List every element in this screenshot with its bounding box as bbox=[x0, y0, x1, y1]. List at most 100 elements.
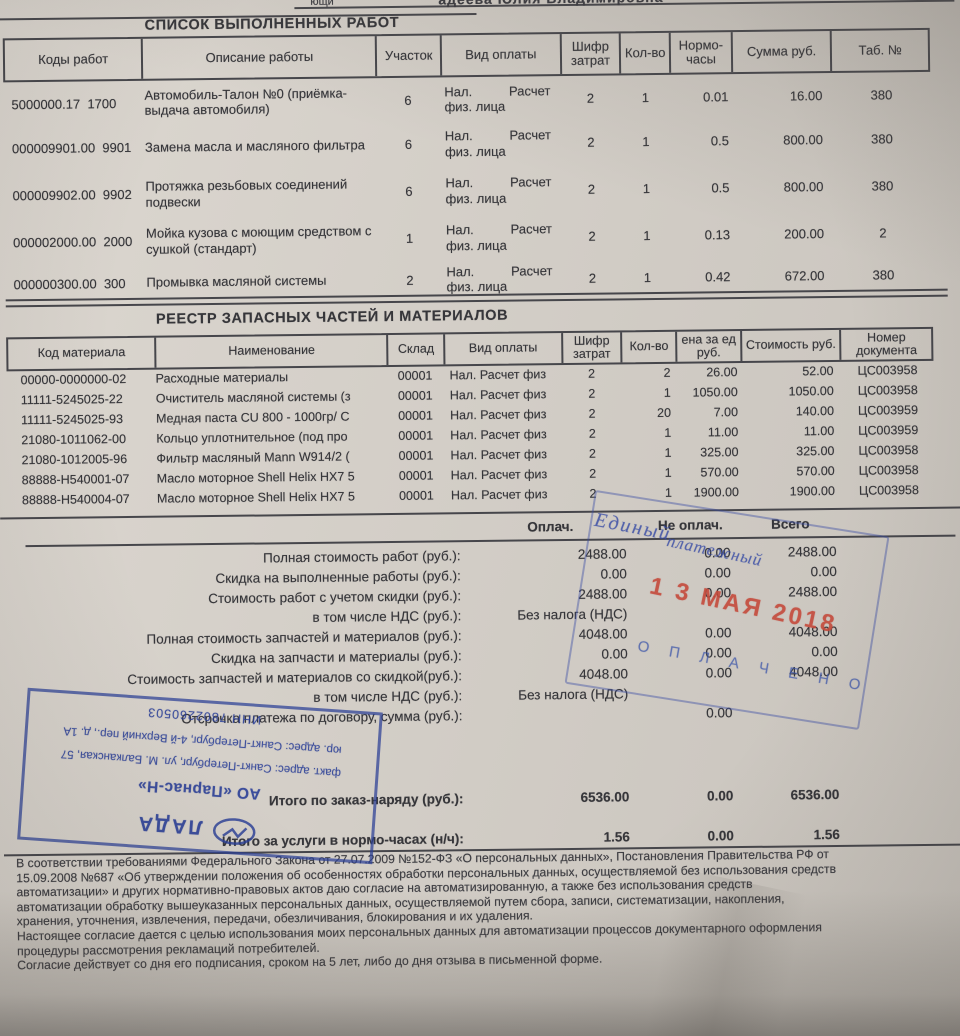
total-all-cell bbox=[742, 711, 842, 712]
totals-col-paid: Оплач. bbox=[527, 518, 574, 535]
total-label-cell: Полная стоимость работ (руб.): bbox=[263, 547, 461, 565]
work-costcode-cell: 2 bbox=[587, 181, 596, 197]
part-qty-cell: 1 bbox=[664, 445, 672, 460]
work-pay-cell: Нал. Расчет физ. лица bbox=[444, 82, 551, 115]
part-pay-cell: Нал. Расчет физ bbox=[450, 447, 548, 463]
part-price-cell: 325.00 bbox=[700, 445, 739, 460]
parts-section-title: РЕЕСТР ЗАПАСНЫХ ЧАСТЕЙ И МАТЕРИАЛОВ bbox=[155, 307, 509, 328]
total-label-cell: Стоимость запчастей и материалов со скид… bbox=[127, 667, 463, 687]
work-hours-cell: 0.13 bbox=[704, 227, 731, 243]
totals-rows: Полная стоимость работ (руб.): 2488.00 0.0… bbox=[1, 540, 960, 731]
col-header: Стоимость руб. bbox=[739, 329, 840, 362]
part-qty-cell: 1 bbox=[664, 465, 672, 480]
part-stock-cell: 00001 bbox=[398, 448, 434, 463]
work-sum-cell: 200.00 bbox=[784, 226, 825, 242]
part-code-cell: 21080-1011062-00 bbox=[21, 432, 127, 448]
part-pay-cell: Нал. Расчет физ bbox=[450, 487, 548, 503]
work-sum-cell: 672.00 bbox=[784, 267, 825, 284]
work-qty-cell: 1 bbox=[643, 269, 652, 285]
work-hours-cell: 0.5 bbox=[710, 133, 730, 149]
part-sum-cell: 52.00 bbox=[802, 363, 834, 379]
part-name-cell: Медная паста CU 800 - 1000гр/ С bbox=[155, 409, 350, 426]
total-paid-cell: Без налога (НДС) bbox=[517, 605, 628, 623]
work-qty-cell: 1 bbox=[643, 228, 651, 244]
col-header: Коды работ bbox=[38, 51, 109, 67]
col-header: Шифр затрат bbox=[559, 33, 620, 75]
work-hours-cell: 0.5 bbox=[711, 180, 730, 196]
part-price-cell: 7.00 bbox=[713, 405, 739, 420]
total-all-cell bbox=[742, 691, 842, 692]
work-area-cell: 2 bbox=[406, 272, 414, 288]
part-doc-cell: ЦС003958 bbox=[857, 363, 918, 378]
total-all-cell bbox=[741, 611, 841, 612]
total-all-cell: 4048.00 bbox=[789, 663, 839, 680]
part-code-cell: 88888-H540001-07 bbox=[21, 471, 130, 488]
work-area-cell: 6 bbox=[404, 136, 413, 152]
part-sum-cell: 1050.00 bbox=[788, 383, 834, 399]
work-hours-cell: 0.01 bbox=[703, 88, 729, 104]
work-costcode-cell: 2 bbox=[588, 228, 596, 244]
part-sum-cell: 140.00 bbox=[795, 403, 835, 419]
part-doc-cell: ЦС003958 bbox=[858, 443, 919, 458]
part-price-cell: 570.00 bbox=[700, 465, 739, 480]
work-desc-cell: Промывка масляной системы bbox=[146, 272, 327, 291]
part-sum-cell: 570.00 bbox=[796, 463, 835, 479]
parts-table-body: 00000-0000000-02 Расходные материалы 00001… bbox=[6, 360, 935, 511]
total-unpaid-cell: 0.00 bbox=[705, 644, 732, 660]
part-doc-cell: ЦС003959 bbox=[857, 403, 919, 418]
part-stock-cell: 00001 bbox=[397, 388, 433, 403]
top-cut-text-fragment: ющи bbox=[310, 0, 334, 8]
work-desc-cell: Протяжка резьбовых соединений подвески bbox=[145, 176, 348, 210]
part-costcode-cell: 2 bbox=[588, 426, 596, 441]
total-paid-cell: 6536.00 bbox=[580, 788, 630, 805]
customer-name-fragment: адеева Юлия Владимировна bbox=[438, 0, 908, 7]
total-all-cell: 4048.00 bbox=[788, 623, 838, 640]
col-header: Вид оплаты bbox=[443, 333, 562, 365]
work-pay-cell: Нал. Расчет физ. лица bbox=[445, 221, 553, 253]
total-label-cell: Стоимость работ с учетом скидки (руб.): bbox=[208, 587, 462, 606]
col-header: Таб. № bbox=[830, 29, 929, 71]
part-name-cell: Фильтр масляный Mann W914/2 ( bbox=[156, 449, 350, 466]
col-header: ена за ед руб. bbox=[675, 331, 741, 362]
total-paid-cell: 2488.00 bbox=[578, 585, 628, 602]
work-desc-cell: Автомобиль-Талон №0 (приёмка-выдача авто… bbox=[144, 84, 348, 118]
work-tab-cell: 2 bbox=[879, 225, 887, 241]
work-qty-cell: 1 bbox=[642, 134, 650, 150]
total-paid-cell: 4048.00 bbox=[579, 665, 629, 682]
work-sum-cell: 800.00 bbox=[783, 179, 824, 195]
total-unpaid-cell: 0.00 bbox=[704, 544, 731, 560]
total-paid-cell: Без налога (НДС) bbox=[518, 685, 629, 703]
work-code-cell: 000000300.00 300 bbox=[13, 275, 126, 292]
works-section-title: СПИСОК ВЫПОЛНЕННЫХ РАБОТ bbox=[144, 14, 400, 34]
part-doc-cell: ЦС003958 bbox=[858, 463, 919, 478]
total-all-cell: 2488.00 bbox=[788, 583, 838, 600]
work-area-cell: 6 bbox=[404, 92, 412, 108]
part-qty-cell: 1 bbox=[664, 425, 672, 440]
total-label-cell: Отсрочка платежа по договору, сумма (руб… bbox=[181, 707, 463, 726]
work-costcode-cell: 2 bbox=[588, 270, 597, 286]
part-pay-cell: Нал. Расчет физ bbox=[449, 407, 547, 423]
work-qty-cell: 1 bbox=[642, 181, 651, 197]
total-all-cell: 0.00 bbox=[811, 643, 838, 659]
total-paid-cell: 0.00 bbox=[601, 645, 628, 662]
col-header: Сумма руб. bbox=[730, 30, 831, 73]
total-all-cell: 6536.00 bbox=[790, 786, 840, 802]
part-costcode-cell: 2 bbox=[589, 466, 597, 481]
total-paid-cell: 4048.00 bbox=[578, 625, 628, 642]
part-code-cell: 00000-0000000-02 bbox=[20, 372, 127, 388]
part-name-cell: Масло моторное Shell Helix HX7 5 bbox=[156, 469, 355, 486]
part-stock-cell: 00001 bbox=[398, 428, 434, 443]
part-stock-cell: 00001 bbox=[398, 488, 434, 503]
total-paid-cell: 0.00 bbox=[600, 565, 627, 582]
total-label-cell: Полная стоимость запчастей и материалов … bbox=[146, 627, 462, 647]
part-sum-cell: 1900.00 bbox=[789, 483, 835, 499]
total-unpaid-cell: 0.00 bbox=[707, 827, 734, 843]
part-price-cell: 1900.00 bbox=[693, 485, 740, 500]
part-pay-cell: Нал. Расчет физ bbox=[450, 427, 547, 443]
work-pay-cell: Нал. Расчет физ. лица bbox=[444, 127, 551, 159]
work-tab-cell: 380 bbox=[870, 131, 893, 147]
total-unpaid-cell bbox=[642, 692, 742, 693]
part-qty-cell: 20 bbox=[657, 405, 672, 420]
totals-col-total: Всего bbox=[770, 516, 810, 532]
